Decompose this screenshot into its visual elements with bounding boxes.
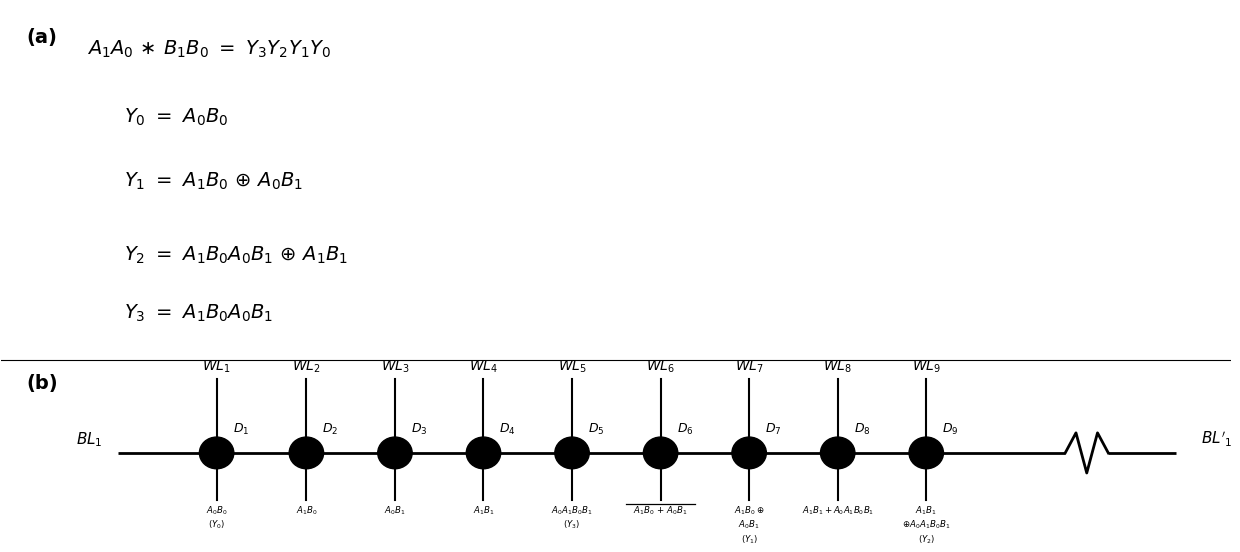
Text: $\mathit{WL_8}$: $\mathit{WL_8}$ (823, 358, 852, 375)
Text: $\mathit{D_1}$: $\mathit{D_1}$ (233, 422, 249, 437)
Text: $\mathit{D_3}$: $\mathit{D_3}$ (410, 422, 428, 437)
Text: $\mathit{D_5}$: $\mathit{D_5}$ (588, 422, 604, 437)
Text: (b): (b) (26, 374, 57, 392)
Text: $\mathit{D_6}$: $\mathit{D_6}$ (677, 422, 693, 437)
Text: $\mathit{Y_3}$ $=$ $\mathit{A_1B_0A_0B_1}$: $\mathit{Y_3}$ $=$ $\mathit{A_1B_0A_0B_1… (124, 302, 274, 323)
Text: $\mathit{Y_2}$ $=$ $\mathit{A_1B_0A_0B_1}$ $\oplus$ $\mathit{A_1B_1}$: $\mathit{Y_2}$ $=$ $\mathit{A_1B_0A_0B_1… (124, 245, 348, 266)
Ellipse shape (289, 437, 324, 469)
Text: $A_1B_0$: $A_1B_0$ (295, 505, 317, 517)
Text: $\mathit{WL_9}$: $\mathit{WL_9}$ (911, 358, 941, 375)
Text: $\mathit{Y_1}$ $=$ $\mathit{A_1B_0}$ $\oplus$ $\mathit{A_0B_1}$: $\mathit{Y_1}$ $=$ $\mathit{A_1B_0}$ $\o… (124, 171, 304, 192)
Ellipse shape (200, 437, 234, 469)
Text: $\mathit{A_1A_0}$ $\ast$ $\mathit{B_1B_0}$ $=$ $\mathit{Y_3Y_2Y_1Y_0}$: $\mathit{A_1A_0}$ $\ast$ $\mathit{B_1B_0… (88, 38, 331, 60)
Text: $\mathit{WL_2}$: $\mathit{WL_2}$ (293, 358, 321, 375)
Text: $A_1B_1$: $A_1B_1$ (472, 505, 495, 517)
Text: $\mathit{WL_3}$: $\mathit{WL_3}$ (381, 358, 409, 375)
Ellipse shape (466, 437, 501, 469)
Text: $\mathit{WL_1}$: $\mathit{WL_1}$ (202, 358, 231, 375)
Text: $\mathit{WL_7}$: $\mathit{WL_7}$ (735, 358, 764, 375)
Ellipse shape (378, 437, 412, 469)
Text: $\mathit{D_9}$: $\mathit{D_9}$ (942, 422, 959, 437)
Text: $A_0B_1$: $A_0B_1$ (384, 505, 405, 517)
Text: $\mathit{BL'_1}$: $\mathit{BL'_1}$ (1200, 429, 1231, 449)
Text: $A_1B_0\oplus$
$A_0B_1$
$(Y_1)$: $A_1B_0\oplus$ $A_0B_1$ $(Y_1)$ (734, 505, 764, 546)
Ellipse shape (732, 437, 766, 469)
Text: $\mathit{WL_5}$: $\mathit{WL_5}$ (558, 358, 587, 375)
Text: $\mathit{WL_4}$: $\mathit{WL_4}$ (469, 358, 498, 375)
Text: (a): (a) (26, 28, 57, 47)
Text: $A_1B_1+A_0A_1B_0B_1$: $A_1B_1+A_0A_1B_0B_1$ (801, 505, 874, 517)
Ellipse shape (909, 437, 944, 469)
Text: $\mathit{BL_1}$: $\mathit{BL_1}$ (76, 430, 102, 449)
Text: $\mathit{WL_6}$: $\mathit{WL_6}$ (646, 358, 675, 375)
Text: $A_0B_0$
$(Y_0)$: $A_0B_0$ $(Y_0)$ (206, 505, 227, 532)
Text: $A_0A_1B_0B_1$
$(Y_3)$: $A_0A_1B_0B_1$ $(Y_3)$ (552, 505, 593, 532)
Ellipse shape (554, 437, 589, 469)
Ellipse shape (821, 437, 854, 469)
Text: $\mathit{D_8}$: $\mathit{D_8}$ (853, 422, 870, 437)
Text: $\mathit{D_4}$: $\mathit{D_4}$ (500, 422, 516, 437)
Ellipse shape (644, 437, 678, 469)
Text: $\mathit{D_7}$: $\mathit{D_7}$ (765, 422, 781, 437)
Text: $A_1B_0$ + $A_0B_1$: $A_1B_0$ + $A_0B_1$ (634, 505, 688, 517)
Text: $\mathit{Y_0}$ $=$ $\mathit{A_0B_0}$: $\mathit{Y_0}$ $=$ $\mathit{A_0B_0}$ (124, 107, 228, 128)
Text: $\mathit{D_2}$: $\mathit{D_2}$ (322, 422, 339, 437)
Text: $A_1B_1$
$\oplus A_0A_1B_0B_1$
$(Y_2)$: $A_1B_1$ $\oplus A_0A_1B_0B_1$ $(Y_2)$ (901, 505, 950, 546)
